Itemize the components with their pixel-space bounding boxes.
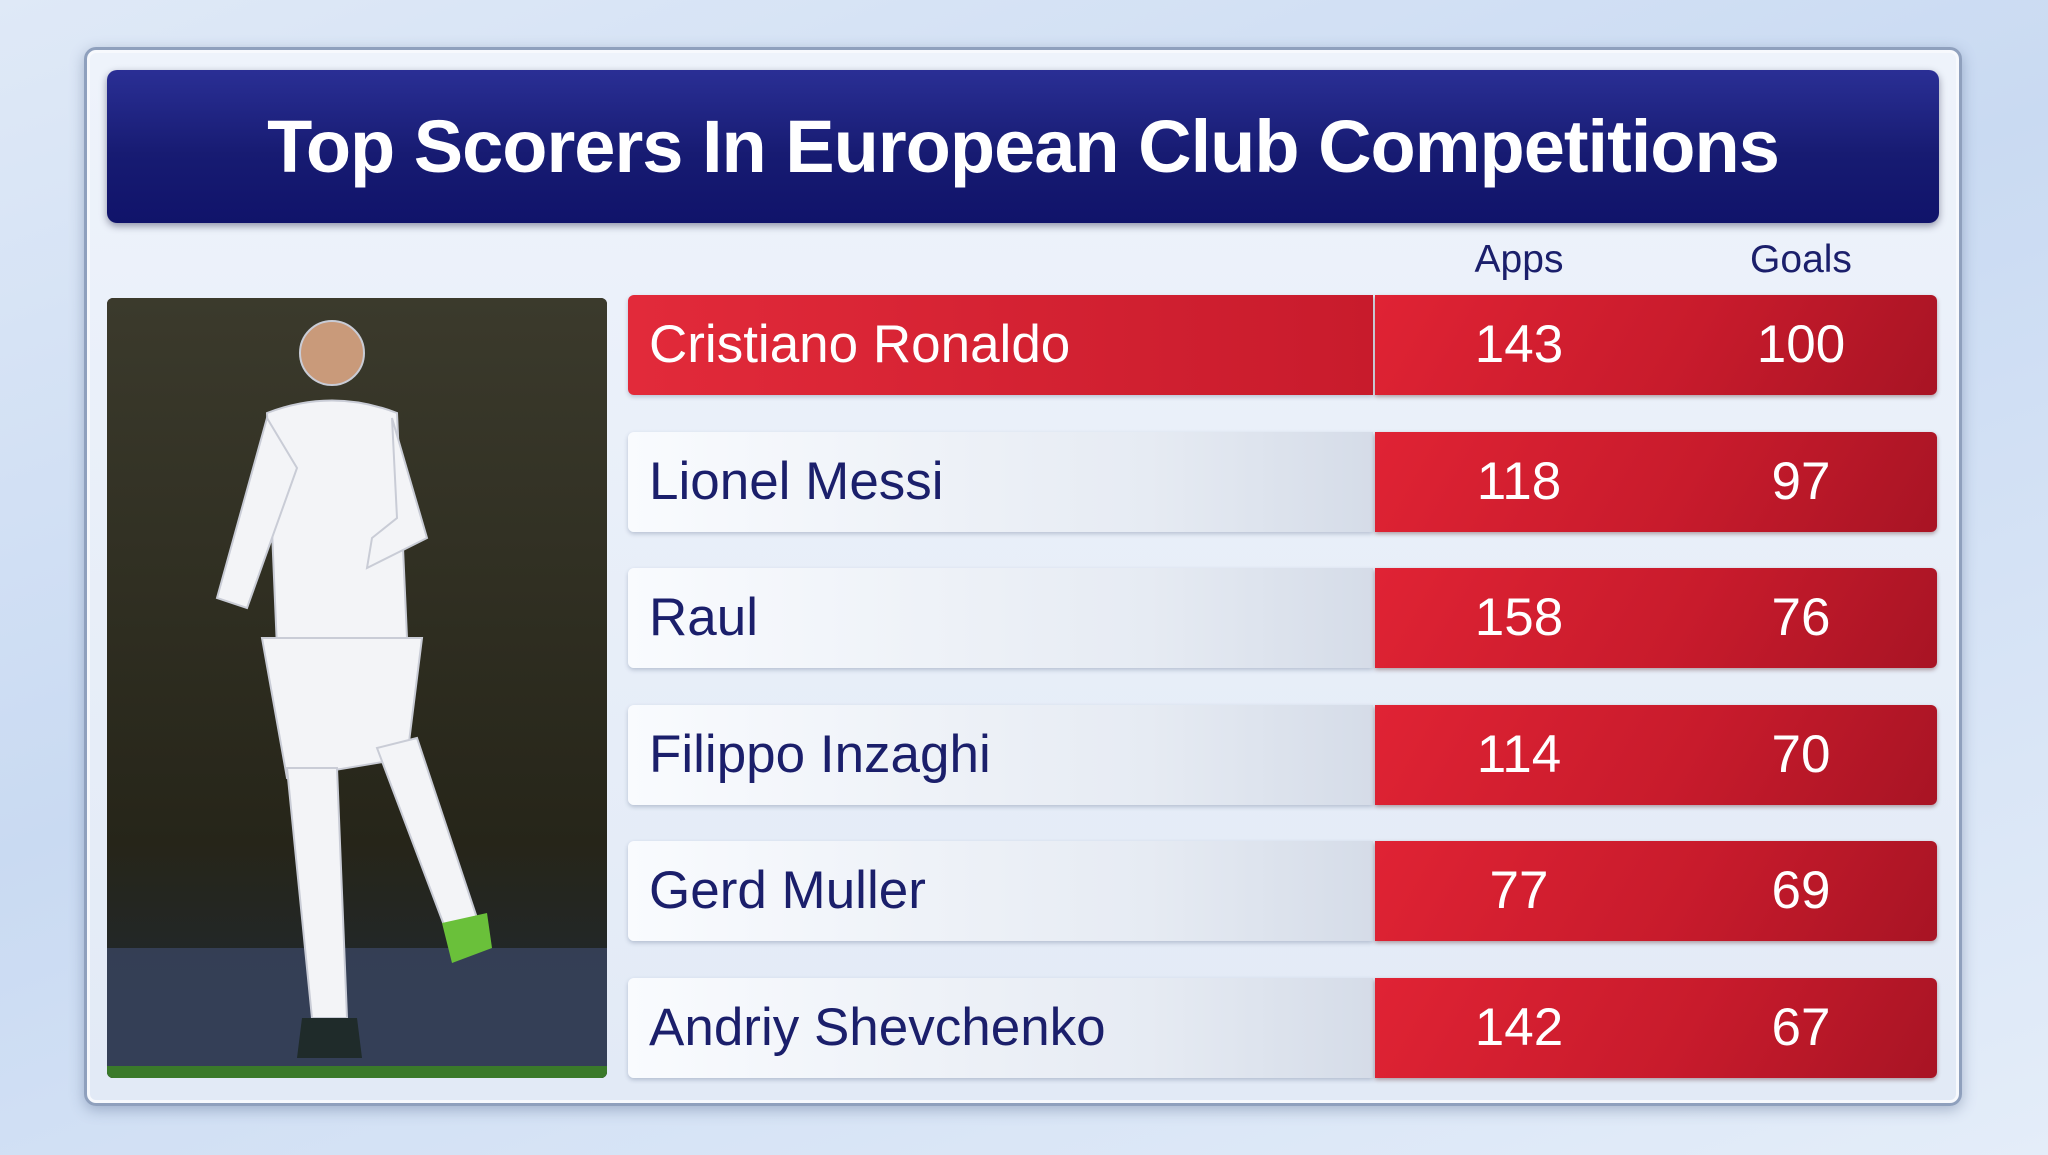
player-name: Filippo Inzaghi [649,724,991,784]
name-cell [628,704,1373,805]
apps: 158 [1474,588,1564,647]
photo-art [107,298,607,1078]
stats-cell [1375,568,1937,668]
apps: 114 [1476,724,1562,784]
goals: 100 [1756,315,1846,374]
player-name: Gerd Muller [649,861,926,920]
column-header: Apps [1474,238,1564,281]
title: Top Scorers In European Club Competition… [267,105,1780,188]
name-cell [628,568,1373,668]
goals: 70 [1771,724,1831,784]
name-cell [628,295,1373,395]
player-photo [107,298,607,1078]
title-bar [107,70,1939,223]
stats-cell [1375,295,1937,395]
stats-cell [1375,977,1937,1078]
goals: 69 [1771,861,1831,920]
player-name: Andriy Shevchenko [649,997,1106,1057]
stats-cell [1375,841,1937,941]
column-header: Goals [1750,238,1852,281]
apps: 77 [1489,861,1549,920]
stats-cell [1375,704,1937,805]
goals: 97 [1771,451,1831,511]
player-name: Cristiano Ronaldo [649,315,1071,374]
goals: 67 [1771,997,1831,1057]
apps: 118 [1476,451,1562,511]
name-cell [628,841,1373,941]
goals: 76 [1771,588,1831,647]
player-name: Lionel Messi [649,451,944,511]
apps: 143 [1474,315,1564,374]
name-cell [628,431,1373,532]
apps: 142 [1474,997,1564,1057]
player-name: Raul [649,588,759,647]
name-cell [628,977,1373,1078]
stats-cell [1375,431,1937,532]
